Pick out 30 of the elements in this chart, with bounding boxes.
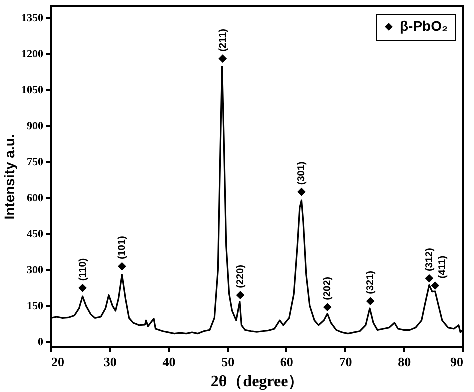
y-tick-label: 1050 [22,84,44,97]
annotation: (202) [322,277,334,300]
x-tick-label: 70 [339,354,352,370]
x-tick-label: 60 [280,354,294,370]
legend-label: β-PbO₂ [400,18,448,34]
annotation: (110) [78,258,89,282]
annotation: (321) [366,271,377,294]
x-tick-label: 90 [450,354,464,370]
y-tick-label: 750 [27,156,44,169]
x-tick-label: 30 [104,354,117,370]
y-tick-label: 150 [27,300,44,313]
x-tick-label: 50 [222,354,235,370]
annotation: (211) [218,29,229,52]
x-tick-label: 40 [162,354,176,370]
y-tick-label: 600 [27,192,44,205]
annotation: (101) [117,236,128,260]
y-tick-label: 0 [38,336,44,349]
annotation: (301) [296,162,308,186]
y-tick-label: 450 [27,228,44,241]
x-tick-label: 80 [398,354,412,370]
y-axis-title: Intensity a.u. [2,134,18,220]
y-tick-label: 1350 [22,12,44,25]
annotation: (220) [236,265,247,288]
x-axis-title: 2θ（degree） [210,374,304,390]
y-tick-label: 1200 [22,48,44,61]
x-tick-label: 20 [52,354,64,370]
y-tick-label: 300 [27,264,44,277]
annotation: (411) [437,256,448,279]
annotation: (312) [424,248,436,272]
y-tick-label: 900 [27,120,44,133]
